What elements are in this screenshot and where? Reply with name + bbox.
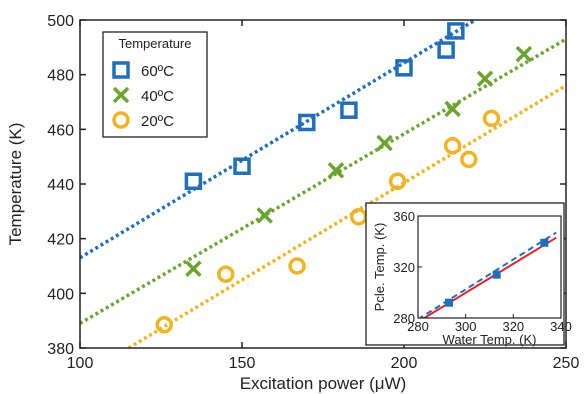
data-point	[185, 260, 202, 277]
marker-square	[447, 22, 465, 40]
inset-data-point	[444, 298, 453, 307]
marker-x-stroke	[476, 70, 494, 88]
inset-x-tick-label: 300	[455, 319, 477, 334]
inset-data-point	[492, 270, 501, 279]
main-plot: 100 150 200 250 380 400 420 440 460 480 500 Excitat…	[6, 13, 579, 393]
inset-y-axis-title: Pcle. Temp. (K)	[372, 223, 387, 312]
marker-x-stroke	[112, 86, 130, 104]
data-point	[395, 59, 413, 77]
y-tick-label: 400	[47, 286, 74, 303]
marker-x-stroke	[515, 45, 533, 63]
data-point	[217, 265, 235, 283]
data-point	[437, 41, 455, 59]
inset-x-axis-title: Water Temp. (K)	[443, 332, 537, 347]
marker-square	[395, 59, 413, 77]
inset-y-tick-label: 320	[393, 260, 415, 275]
legend-title: Temperature	[119, 36, 192, 51]
marker-circle	[443, 136, 462, 155]
marker-filled-square	[540, 238, 549, 247]
marker-x-stroke	[327, 162, 345, 179]
fit-line-circle	[127, 84, 566, 348]
inset-fit-line	[418, 231, 557, 318]
x-tick-label: 100	[67, 355, 94, 372]
marker-circle	[112, 111, 130, 129]
data-point	[288, 257, 306, 275]
marker-square	[437, 41, 455, 59]
y-tick-label: 460	[47, 122, 74, 139]
data-point	[184, 172, 203, 191]
data-point	[376, 134, 393, 152]
marker-filled-square	[492, 270, 501, 279]
inset-y-tick-label: 360	[393, 209, 415, 224]
x-tick-label: 200	[391, 355, 418, 372]
inset-fit-line	[422, 236, 557, 318]
marker-filled-square	[444, 298, 453, 307]
inset-x-tick-label: 280	[407, 319, 429, 334]
x-tick-label: 150	[229, 355, 256, 372]
inset-x-tick-label: 320	[502, 319, 524, 334]
data-point	[460, 150, 478, 169]
legend: Temperature 60ºC 40ºC 20ºC	[102, 31, 208, 138]
legend-entry-label: 60ºC	[141, 63, 174, 80]
marker-circle	[388, 172, 407, 191]
marker-circle	[349, 208, 368, 226]
marker-square	[340, 101, 358, 119]
y-tick-label: 480	[47, 68, 74, 85]
data-point	[476, 70, 494, 88]
legend-frame	[102, 31, 208, 138]
inset-plot: 280 300 320 340 280 320 360 Water Temp. (K) Pcle…	[365, 202, 572, 347]
inset-series	[444, 238, 549, 307]
data-point	[298, 113, 316, 132]
data-point	[256, 207, 273, 224]
inset-fit-lines	[418, 231, 557, 318]
fit-line-x	[80, 37, 566, 325]
data-point	[388, 172, 407, 191]
series-x	[185, 45, 533, 277]
data-point	[482, 109, 501, 128]
marker-x-stroke	[185, 260, 202, 277]
inset-y-tick-label: 280	[393, 311, 415, 326]
inset-x-tick-label: 340	[550, 319, 572, 334]
inset-data-point	[540, 238, 549, 247]
marker-square	[184, 172, 203, 191]
data-point	[233, 157, 251, 175]
y-tick-label: 380	[47, 341, 74, 358]
y-tick-label: 500	[47, 13, 74, 30]
inset-panel	[365, 202, 565, 346]
x-tick-label: 250	[553, 355, 580, 372]
marker-square	[298, 113, 316, 132]
marker-circle	[155, 316, 173, 334]
series-square	[184, 22, 465, 191]
data-point	[349, 208, 368, 226]
marker-circle	[217, 265, 235, 283]
legend-entry-label: 40ºC	[141, 88, 174, 105]
legend-entry-label: 20ºC	[141, 113, 174, 130]
data-point	[447, 22, 465, 40]
marker-x-stroke	[444, 100, 461, 118]
marker-circle	[288, 257, 306, 275]
marker-square	[112, 61, 130, 79]
y-axis-title: Temperature (K)	[6, 123, 25, 246]
x-axis-title: Excitation power (μW)	[240, 374, 407, 393]
marker-circle	[460, 150, 478, 169]
marker-square	[233, 157, 251, 175]
legend-marker	[112, 111, 130, 129]
y-tick-label: 440	[47, 177, 74, 194]
legend-marker	[112, 61, 130, 79]
data-point	[444, 100, 461, 118]
data-point	[443, 136, 462, 155]
y-tick-label: 420	[47, 232, 74, 249]
data-point	[340, 101, 358, 119]
legend-marker	[112, 86, 130, 104]
marker-x-stroke	[376, 134, 393, 152]
series-circle	[155, 109, 501, 334]
marker-x-stroke	[256, 207, 273, 224]
marker-circle	[482, 109, 501, 128]
data-point	[515, 45, 533, 63]
data-point	[327, 162, 345, 179]
data-point	[155, 316, 173, 334]
